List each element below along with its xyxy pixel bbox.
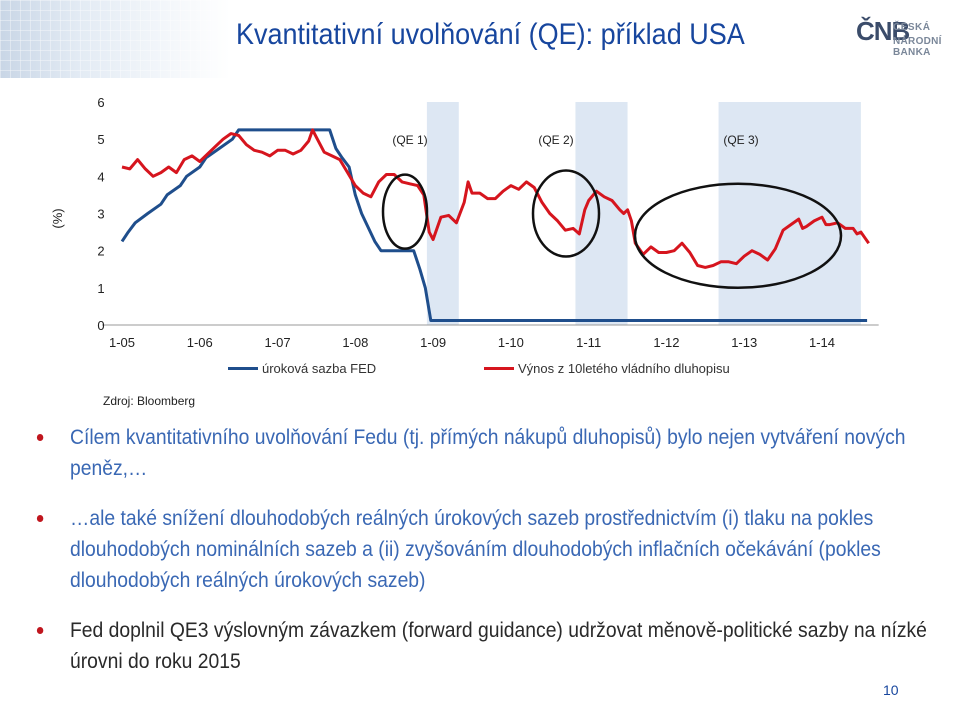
bullet-marker	[36, 434, 44, 441]
logo-mark: ČNB	[856, 16, 910, 46]
bullet-item-1: Cílem kvantitativního uvolňování Fedu (t…	[36, 422, 944, 484]
x-tick-label: 1-10	[498, 335, 524, 350]
bullet-item-3: Fed doplnil QE3 výslovným závazkem (forw…	[36, 615, 930, 677]
x-tick-label: 1-11	[576, 335, 601, 350]
y-tick-label: 4	[97, 169, 104, 184]
title-bar	[0, 0, 960, 78]
x-tick-label: 1-05	[109, 335, 135, 350]
qe-label-1: (QE 1)	[392, 133, 427, 147]
bullet-text-1: Cílem kvantitativního uvolňování Fedu (t…	[70, 426, 906, 480]
legend-label-bond: Výnos z 10letého vládního dluhopisu	[518, 361, 730, 376]
x-tick-label: 1-12	[653, 335, 679, 350]
x-tick-label: 1-09	[420, 335, 446, 350]
y-axis-label: (%)	[50, 208, 65, 228]
slide-title: Kvantitativní uvolňování (QE): příklad U…	[236, 18, 745, 51]
legend-item-fed: úroková sazba FED	[228, 361, 376, 376]
y-tick-label: 2	[97, 244, 104, 259]
bullet-text-2: …ale také snížení dlouhodobých reálných …	[70, 507, 881, 592]
bullet-marker	[36, 515, 44, 522]
y-tick-label: 6	[97, 95, 104, 110]
legend-swatch-fed	[228, 367, 258, 370]
legend-item-bond: Výnos z 10letého vládního dluhopisu	[484, 361, 730, 376]
cnb-logo: ČNB ČESKÁ NÁRODNÍ BANKA	[856, 16, 956, 60]
x-tick-label: 1-14	[809, 335, 835, 350]
chart: 1-05 1-06 1-07 1-08 1-09 1-10 1-11 1-12 1-13 1-14…	[50, 95, 879, 350]
legend-swatch-bond	[484, 367, 514, 370]
x-tick-label: 1-08	[342, 335, 368, 350]
bullet-marker	[36, 627, 44, 634]
y-tick-label: 5	[97, 132, 104, 147]
qe-period-band-1	[426, 102, 459, 325]
series-line-2	[121, 128, 870, 269]
bullet-item-2: …ale také snížení dlouhodobých reálných …	[36, 503, 930, 596]
page-number: 10	[883, 682, 899, 698]
logo-text-line2: NÁRODNÍ BANKA	[893, 36, 942, 58]
x-tick-label: 1-07	[265, 335, 291, 350]
y-tick-label: 3	[97, 207, 104, 222]
series-line-1	[120, 128, 868, 322]
qe-label-3: (QE 3)	[723, 133, 758, 147]
bullet-text-3: Fed doplnil QE3 výslovným závazkem (forw…	[70, 619, 927, 673]
header-decoration	[0, 0, 220, 78]
x-tick-label: 1-06	[187, 335, 213, 350]
annotation-ellipse-qe1	[381, 173, 429, 250]
annotation-ellipse-qe2	[531, 169, 601, 258]
y-tick-label: 1	[97, 281, 104, 296]
y-tick-label: 0	[97, 318, 104, 333]
qe-label-2: (QE 2)	[538, 133, 573, 147]
x-tick-label: 1-13	[731, 335, 757, 350]
source-note: Zdroj: Bloomberg	[103, 394, 196, 408]
logo-text-line1: ČESKÁ	[893, 22, 931, 33]
legend-label-fed: úroková sazba FED	[262, 361, 377, 376]
annotation-ellipse-qe3	[633, 182, 843, 290]
